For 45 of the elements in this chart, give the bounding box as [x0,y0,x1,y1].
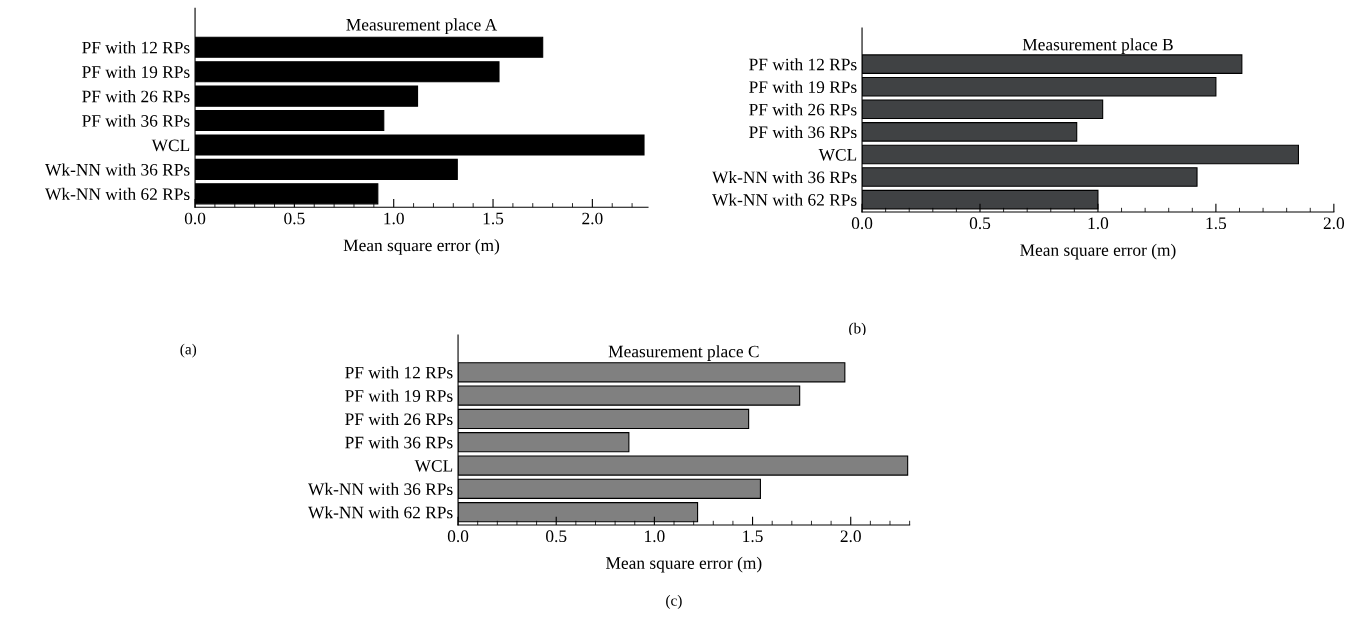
y-tick-label: PF with 12 RPs [82,41,190,54]
y-tick-label: PF with 26 RPs [345,412,453,426]
y-tick-label: Wk-NN with 62 RPs [45,187,190,201]
x-axis-title: Mean square error (m) [343,238,500,255]
text: Measurement place C [608,345,759,361]
y-tick-label: PF with 12 RPs [749,58,857,71]
x-tick-label: 1.5 [743,530,763,543]
y-tick-label: PF with 36 RPs [749,125,857,139]
y-tick-label: PF with 26 RPs [82,90,190,103]
x-tick-label: 2.0 [840,530,861,543]
y-tick-label: PF with 12 RPs [345,366,453,379]
y-tick-label: PF with 19 RPs [749,80,857,93]
y-tick-label: WCL [151,139,190,152]
y-tick-label: PF with 36 RPs [82,114,190,127]
y-tick-label: Wk-NN with 62 RPs [308,506,453,519]
x-tick-label: 0.5 [546,530,567,543]
x-tick-label: 1.5 [483,212,504,225]
x-tick-label: 0.0 [447,530,469,543]
x-tick-label: 1.0 [645,530,665,543]
y-tick-label: WCL [414,460,453,472]
x-tick-label: 1.0 [1088,217,1109,230]
annotation: (b) [849,322,866,337]
text: Measurement place B [1022,38,1173,54]
x-tick-label: 0.0 [184,212,206,225]
x-tick-label: 2.0 [582,212,603,225]
x-tick-label: 0.5 [969,217,991,230]
y-tick-label: WCL [818,148,857,161]
y-tick-label: Wk-NN with 36 RPs [45,163,190,176]
x-tick-label: 2.0 [1323,217,1345,230]
text: (c) [666,595,682,609]
y-tick-label: PF with 36 RPs [345,436,453,449]
y-tick-label: PF with 19 RPs [345,389,453,402]
x-tick-label: 1.5 [1206,217,1227,230]
x-axis-title: Mean square error (m) [1020,243,1176,260]
y-tick-label: Wk-NN with 36 RPs [308,482,453,496]
y-tick-label: PF with 26 RPs [749,103,857,116]
x-axis-title: Mean square error (m) [606,556,762,573]
text: (a) [180,343,197,358]
x-tick-label: 0.0 [851,217,873,230]
text: Measurement place A [346,18,498,35]
y-tick-label: Wk-NN with 62 RPs [712,193,857,206]
y-tick-label: Wk-NN with 36 RPs [712,170,857,184]
x-tick-label: 1.0 [384,212,404,225]
y-tick-label: PF with 19 RPs [82,65,190,78]
x-tick-label: 0.5 [284,212,305,225]
